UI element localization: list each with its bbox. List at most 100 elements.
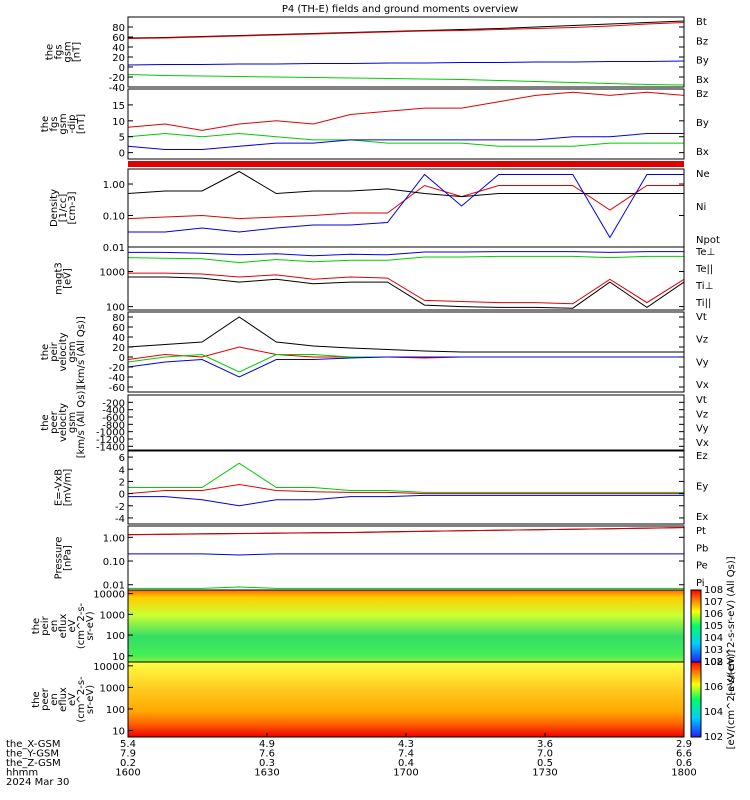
panel-frame bbox=[127, 311, 685, 393]
y-tick-label: 60 bbox=[112, 33, 125, 44]
series-line-Bx bbox=[127, 60, 685, 66]
colorbar-tick-label: 104 bbox=[704, 633, 723, 644]
x-row-value: 1800 bbox=[671, 768, 696, 779]
x-row-value: 5.4 bbox=[120, 739, 136, 750]
x-row-value: 7.4 bbox=[398, 749, 414, 760]
panel-frame bbox=[127, 246, 685, 311]
series-line-Vz bbox=[127, 346, 684, 360]
y-tick-label: 80 bbox=[112, 23, 125, 34]
y-axis-label-line: [km/s (All Qs)] bbox=[76, 316, 87, 388]
series-line-Npot bbox=[128, 173, 684, 239]
panel-frame bbox=[127, 394, 685, 451]
y-tick-label: -40 bbox=[109, 83, 125, 94]
legend-entry-Ti||: Ti|| bbox=[695, 298, 711, 309]
panel-frame bbox=[127, 168, 685, 248]
x-row-value: 1730 bbox=[532, 768, 557, 779]
y-tick-label: 0.01 bbox=[103, 581, 125, 592]
panel-peer_en_eflux: 102 104 106 108 [eV/(cm^2-s-sr-eV)] 10 100 1000… bbox=[31, 650, 737, 750]
y-tick-label: 20 bbox=[112, 343, 125, 354]
y-tick-label: 2 bbox=[119, 477, 125, 488]
x-row-value: 7.9 bbox=[120, 749, 136, 760]
y-tick-label: 100 bbox=[106, 631, 125, 642]
series-line-Bx bbox=[127, 133, 684, 150]
x-row-label: the_Z-GSM bbox=[6, 758, 61, 769]
colorbar-tick-label: 105 bbox=[704, 621, 723, 632]
y-axis-label-line: fgs bbox=[54, 44, 65, 59]
colorbar-label: [eV/(cm^2-s-sr-eV)] bbox=[726, 650, 737, 750]
y-tick-label: 40 bbox=[112, 43, 125, 54]
panel-e_field: -4-20 246 Ez Ey Ex E=-VxB[mV/m] bbox=[54, 450, 708, 525]
colorbar-label: [eV/(cm^2-s-sr-eV) (All Qs)] bbox=[726, 556, 737, 695]
x-row-value: 0.2 bbox=[120, 758, 136, 769]
y-tick-label: -200 bbox=[102, 398, 125, 409]
figure-title: P4 (TH-E) fields and ground moments over… bbox=[282, 4, 518, 15]
y-tick-label: 1000 bbox=[100, 610, 125, 621]
y-axis-label-line: the bbox=[31, 691, 42, 707]
x-row-value: 7.0 bbox=[537, 749, 553, 760]
series-line-Pi bbox=[128, 553, 684, 556]
y-tick-label: -2 bbox=[115, 502, 125, 513]
legend-entry-Npot: Npot bbox=[696, 235, 720, 246]
y-tick-label: 10 bbox=[112, 727, 125, 738]
series-line-Ez bbox=[127, 483, 684, 495]
y-tick-label: 80 bbox=[112, 313, 125, 324]
y-axis-label-line: peer bbox=[40, 687, 51, 711]
series-line-Ex bbox=[128, 494, 684, 507]
series-line-Bz bbox=[127, 91, 685, 131]
x-row-value: 0.4 bbox=[398, 758, 414, 769]
legend-entry-Pe: Pe bbox=[696, 561, 708, 572]
legend-entry-Vz: Vz bbox=[696, 335, 708, 346]
legend-entry-Vx: Vx bbox=[696, 438, 709, 449]
panels: -40-20020406080BtBzByBxthefgsgsm[nT]0510… bbox=[31, 16, 737, 750]
y-tick-label: 1.00 bbox=[103, 180, 125, 191]
series-line-Ne bbox=[127, 184, 684, 220]
y-axis-label-line: eflux bbox=[58, 687, 69, 712]
y-axis-label-line: sr-eV) bbox=[85, 685, 96, 714]
x-row-label: the_X-GSM bbox=[6, 739, 60, 750]
y-tick-label: 0 bbox=[119, 353, 125, 364]
y-axis-label-line: [nT] bbox=[76, 114, 87, 134]
y-axis-label-line: [eV] bbox=[63, 268, 74, 289]
series-line-By bbox=[127, 74, 685, 86]
panel-frame bbox=[127, 88, 685, 160]
y-tick-label: 6 bbox=[119, 453, 125, 464]
y-tick-label: 0 bbox=[119, 63, 125, 74]
y-axis-label-line: [nPa] bbox=[63, 545, 74, 571]
x-row-label: the_Y-GSM bbox=[6, 749, 59, 760]
y-axis-label-line: [mV/m] bbox=[63, 469, 74, 507]
x-row-value: 1600 bbox=[115, 768, 140, 779]
y-axis-label-line: gsm bbox=[67, 412, 78, 433]
legend-entry-Ti⊥: Ti⊥ bbox=[695, 281, 713, 292]
colorbar-tick-label: 104 bbox=[704, 707, 723, 718]
legend-entry-Pb: Pb bbox=[696, 543, 708, 554]
y-axis-label-line: Density bbox=[49, 189, 60, 227]
y-tick-label: 100 bbox=[106, 705, 125, 716]
series-line-Ey bbox=[128, 462, 684, 493]
date-label: 2024 Mar 30 bbox=[6, 777, 69, 788]
colorbar-tick-label: 106 bbox=[704, 682, 723, 693]
y-tick-label: -400 bbox=[102, 406, 125, 417]
legend-entry-By: By bbox=[696, 56, 709, 67]
legend-entry-Pi: Pi bbox=[696, 578, 705, 589]
y-axis-label-line: (cm^2-s- bbox=[76, 676, 87, 723]
legend-entry-Vz: Vz bbox=[696, 409, 708, 420]
y-axis-label-line: E=-VxB bbox=[54, 469, 65, 506]
x-axis-labels: the_X-GSM 5.4 4.9 4.3 3.6 2.9 the_Y-GSM 7.9 7.6 7… bbox=[6, 733, 697, 788]
colorbar-tick-label: 102 bbox=[704, 732, 723, 743]
series-line-Bz bbox=[127, 22, 685, 39]
colorbar-tick-label: 107 bbox=[704, 597, 723, 608]
y-tick-label: -20 bbox=[109, 73, 125, 84]
legend-entry-Vy: Vy bbox=[696, 424, 709, 435]
series-line-Pb bbox=[127, 527, 685, 536]
legend-entry-Bt: Bt bbox=[696, 17, 707, 28]
y-axis-label-line: [km/s (All Qs)] bbox=[76, 387, 87, 459]
y-tick-label: 10000 bbox=[93, 662, 125, 673]
heatmap-fill bbox=[128, 662, 684, 737]
y-axis-label-line: en bbox=[49, 693, 60, 706]
y-axis-label-line: gsm bbox=[63, 41, 74, 62]
y-tick-label: 1000 bbox=[100, 683, 125, 694]
panel-pressure: 0.01 0.10 1.00 Pt Pb Pe Pi Pressure[nPa] bbox=[54, 525, 708, 592]
